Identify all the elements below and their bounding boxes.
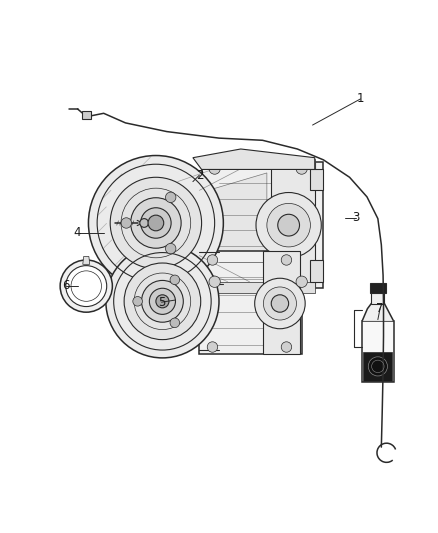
Circle shape: [121, 218, 131, 228]
Circle shape: [140, 219, 148, 228]
Polygon shape: [362, 303, 393, 321]
Circle shape: [281, 342, 292, 352]
Circle shape: [110, 177, 201, 269]
Circle shape: [209, 163, 220, 174]
Text: 1: 1: [357, 92, 364, 106]
Circle shape: [296, 163, 307, 174]
Circle shape: [281, 255, 292, 265]
Bar: [364, 352, 392, 381]
Circle shape: [256, 192, 321, 258]
Bar: [82, 111, 91, 119]
Circle shape: [141, 280, 184, 322]
Circle shape: [133, 296, 142, 306]
Bar: [201, 158, 315, 169]
Circle shape: [131, 198, 181, 248]
Polygon shape: [311, 168, 323, 190]
Bar: [271, 162, 315, 288]
Circle shape: [170, 318, 180, 328]
Circle shape: [209, 276, 220, 287]
Circle shape: [263, 287, 297, 320]
Circle shape: [170, 275, 180, 285]
Polygon shape: [208, 173, 267, 260]
Circle shape: [156, 295, 169, 308]
Circle shape: [71, 271, 102, 301]
Text: 3: 3: [353, 211, 360, 224]
Text: 2: 2: [196, 168, 203, 182]
Circle shape: [296, 276, 307, 287]
Circle shape: [149, 288, 176, 314]
Circle shape: [278, 214, 300, 236]
Text: 7: 7: [376, 302, 384, 315]
Bar: [199, 251, 302, 353]
Circle shape: [106, 245, 219, 358]
Circle shape: [60, 260, 113, 312]
Polygon shape: [193, 149, 315, 169]
Circle shape: [88, 156, 223, 290]
Bar: [262, 251, 300, 353]
Bar: [201, 162, 323, 288]
Circle shape: [124, 263, 201, 340]
Circle shape: [207, 342, 218, 352]
Circle shape: [207, 255, 218, 265]
Polygon shape: [83, 256, 90, 264]
Circle shape: [66, 265, 107, 306]
Bar: [370, 284, 386, 293]
Text: 5: 5: [158, 296, 165, 309]
Circle shape: [148, 215, 164, 231]
Circle shape: [166, 244, 176, 254]
Bar: [362, 321, 393, 382]
Bar: [201, 282, 315, 293]
Circle shape: [368, 357, 388, 376]
Circle shape: [254, 278, 305, 329]
Circle shape: [166, 192, 176, 203]
Text: 6: 6: [62, 279, 70, 292]
Text: 4: 4: [74, 226, 81, 239]
Circle shape: [141, 208, 171, 238]
Circle shape: [271, 295, 289, 312]
Circle shape: [267, 204, 311, 247]
Polygon shape: [311, 260, 323, 282]
Bar: [371, 292, 385, 304]
